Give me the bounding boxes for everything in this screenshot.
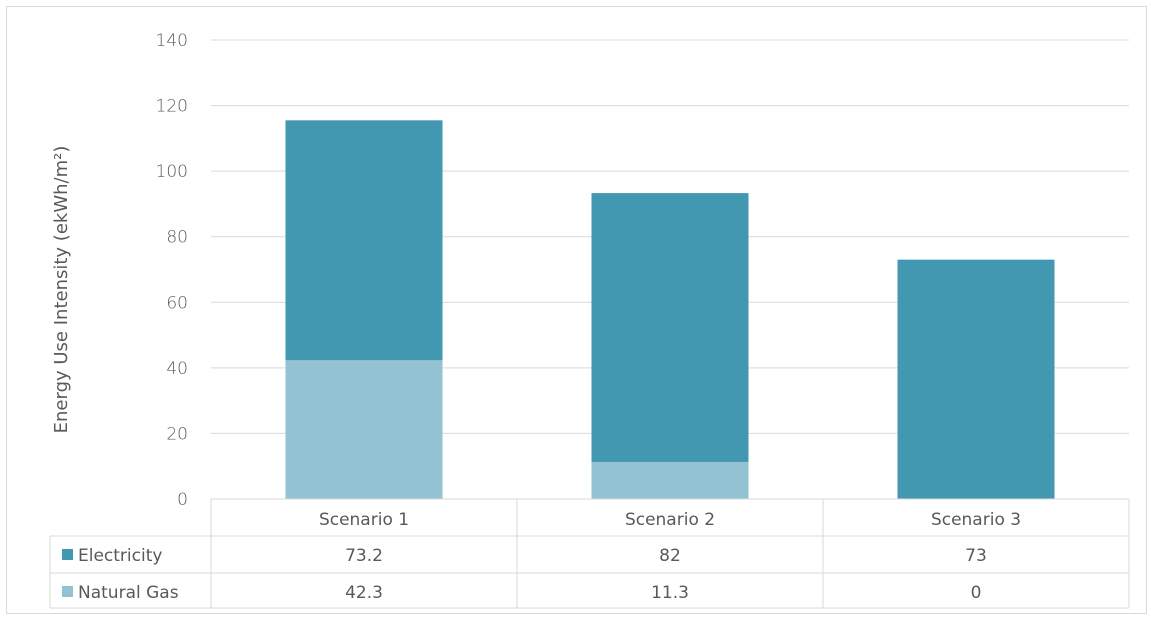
bar-natural-gas <box>285 360 443 499</box>
bar-electricity <box>285 120 443 361</box>
legend-swatch <box>62 586 73 597</box>
x-tick-label: Scenario 3 <box>931 510 1021 530</box>
legend-label: Natural Gas <box>78 583 179 603</box>
x-tick-label: Scenario 2 <box>625 510 715 530</box>
bar-electricity <box>897 259 1055 499</box>
y-tick-label: 60 <box>166 293 188 313</box>
y-tick-label: 140 <box>156 31 188 51</box>
legend-label: Electricity <box>78 546 162 566</box>
y-tick-label: 20 <box>166 424 188 444</box>
bar-electricity <box>591 193 749 462</box>
data-label: 73 <box>965 546 987 566</box>
chart-frame <box>6 6 1147 614</box>
data-label: 11.3 <box>651 583 689 603</box>
data-label: 42.3 <box>345 583 383 603</box>
y-tick-label: 80 <box>166 228 188 248</box>
bar-natural-gas <box>591 461 749 499</box>
data-label: 0 <box>971 583 982 603</box>
legend-swatch <box>62 549 73 560</box>
y-tick-label: 100 <box>156 162 188 182</box>
y-axis-title: Energy Use Intensity (ekWh/m²) <box>51 146 72 434</box>
data-label: 82 <box>659 546 681 566</box>
bars <box>285 120 1055 499</box>
y-axis-ticks: 0 20 40 60 80 100 120 140 <box>156 31 188 510</box>
x-tick-label: Scenario 1 <box>319 510 409 530</box>
data-table: Scenario 1 Scenario 2 Scenario 3 Electricit… <box>49 498 1130 609</box>
data-label: 73.2 <box>345 546 383 566</box>
y-tick-label: 120 <box>156 97 188 117</box>
y-tick-label: 0 <box>177 490 188 510</box>
y-tick-label: 40 <box>166 359 188 379</box>
